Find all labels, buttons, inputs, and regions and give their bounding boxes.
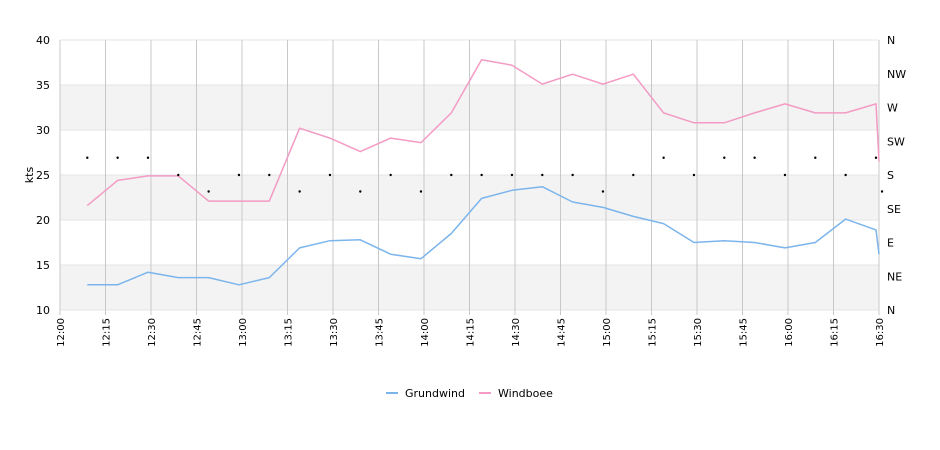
x-tick-label: 15:00 [602,318,613,347]
direction-marker [359,190,362,193]
direction-marker [207,190,210,193]
direction-marker [389,173,392,177]
y-axis-label: kts [23,167,36,184]
x-tick-label: 16:15 [830,318,841,347]
x-tick-label: 13:00 [238,318,249,347]
direction-tick-label: SW [887,135,905,148]
direction-markers [86,156,884,193]
x-tick-label: 15:45 [739,318,750,347]
direction-tick-label: N [887,304,895,317]
x-tick-label: 12:00 [56,318,67,347]
y-tick-label: 20 [36,214,50,227]
direction-marker [874,156,878,159]
direction-marker [450,173,453,177]
direction-marker [814,156,817,159]
vertical-gridlines [59,40,880,315]
direction-marker [419,190,423,193]
direction-marker [510,173,514,177]
x-axis-ticks: 12:00 12:15 12:30 12:45 13:00 13:15 13:30 13:45… [56,318,886,347]
x-tick-label: 13:45 [375,318,386,347]
x-tick-label: 16:00 [784,318,795,347]
direction-marker [880,190,884,193]
direction-marker [480,173,483,177]
direction-marker [541,173,544,177]
direction-axis-ticks: N NE E SE S SW W NW N [887,34,906,317]
direction-marker [601,190,605,193]
direction-marker [116,156,119,159]
x-tick-label: 13:30 [329,318,340,347]
direction-marker [632,173,635,177]
y-tick-label: 40 [36,34,50,47]
direction-tick-label: NE [887,270,902,283]
y-tick-label: 15 [36,259,50,272]
y-tick-label: 10 [36,304,50,317]
direction-marker [298,190,301,193]
direction-marker [146,156,150,159]
x-tick-label: 14:30 [511,318,522,347]
x-tick-label: 15:30 [693,318,704,347]
direction-marker [783,173,787,177]
y-tick-label: 35 [36,79,50,92]
direction-marker [268,173,271,177]
direction-marker [692,173,696,177]
x-tick-label: 16:30 [875,318,886,347]
direction-tick-label: NW [887,68,906,81]
y-tick-label: 30 [36,124,50,137]
x-tick-label: 15:15 [648,318,659,347]
direction-tick-label: E [887,237,894,250]
x-tick-label: 13:15 [284,318,295,347]
direction-marker [328,173,332,177]
direction-tick-label: S [887,169,894,182]
series-line-grundwind [87,185,880,286]
direction-marker [662,156,665,159]
x-tick-label: 12:30 [147,318,158,347]
x-tick-label: 12:45 [193,318,204,347]
legend-label: Grundwind [405,387,465,400]
direction-marker [86,156,89,159]
legend: Grundwind Windboee [386,387,553,400]
x-tick-label: 14:45 [557,318,568,347]
direction-marker [571,173,574,177]
x-tick-label: 14:15 [466,318,477,347]
series-line-windboee [86,59,880,207]
legend-label: Windboee [498,387,553,400]
series-lines [86,59,880,286]
direction-marker [723,156,726,159]
direction-tick-label: SE [887,203,901,216]
x-tick-label: 14:00 [420,318,431,347]
direction-marker [753,156,756,159]
direction-marker [844,173,847,177]
direction-marker [237,173,241,177]
x-tick-label: 12:15 [102,318,113,347]
direction-tick-label: W [887,102,898,115]
y-axis-ticks: 10 15 20 25 30 35 40 [36,34,50,317]
direction-tick-label: N [887,34,895,47]
direction-marker [177,173,180,177]
y-tick-label: 25 [36,169,50,182]
